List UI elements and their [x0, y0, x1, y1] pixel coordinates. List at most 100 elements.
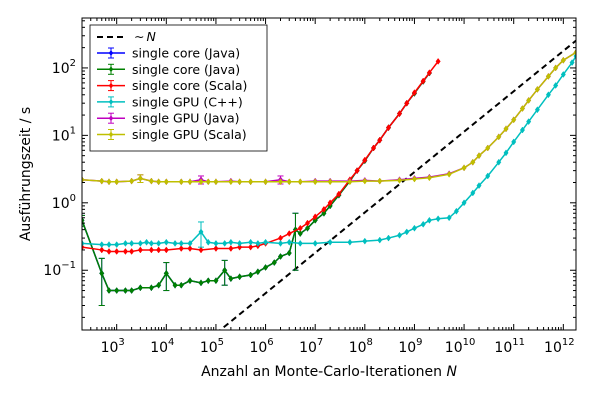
- data-point: [82, 239, 85, 247]
- legend-swatch-marker: [108, 98, 114, 105]
- data-point: [411, 224, 417, 232]
- x-tick-label-exp: 7: [317, 337, 323, 348]
- data-point: [312, 213, 318, 221]
- data-point: [461, 164, 467, 172]
- data-point: [426, 216, 432, 224]
- data-point: [312, 216, 318, 224]
- y-tick-label: 102: [52, 58, 76, 77]
- data-point: [213, 178, 219, 186]
- y-tick-label: 10−1: [43, 260, 76, 279]
- data-point: [385, 234, 392, 242]
- data-point: [106, 241, 112, 249]
- x-tick-label: 106: [249, 337, 273, 356]
- data-point: [526, 118, 532, 126]
- x-tick-label-base: 10: [445, 340, 463, 356]
- data-point: [114, 248, 120, 255]
- data-point: [476, 182, 482, 190]
- data-point: [470, 189, 476, 197]
- data-point: [178, 245, 184, 252]
- data-point: [228, 245, 234, 252]
- x-tick-label-exp: 10: [463, 337, 476, 348]
- data-point: [237, 273, 243, 281]
- data-point: [106, 178, 112, 186]
- y-tick-label-exp: 0: [70, 193, 76, 204]
- data-point: [237, 239, 243, 247]
- y-tick-label-exp: 1: [70, 125, 76, 136]
- legend-label: single core (Java): [132, 62, 240, 77]
- data-point: [404, 228, 410, 236]
- data-point: [255, 268, 261, 276]
- data-point: [198, 178, 204, 186]
- data-point: [511, 116, 517, 124]
- data-layer: [82, 39, 576, 330]
- data-point: [263, 238, 269, 246]
- data-point: [148, 284, 154, 292]
- data-point: [277, 239, 284, 247]
- data-point: [511, 138, 517, 146]
- data-point: [321, 209, 327, 217]
- data-point: [187, 239, 193, 247]
- legend-label: single GPU (C++): [132, 94, 243, 109]
- data-point: [545, 72, 551, 80]
- data-point: [248, 178, 254, 186]
- y-tick-label: 101: [52, 125, 76, 144]
- data-point: [213, 239, 219, 247]
- data-point: [297, 230, 303, 237]
- data-point: [347, 238, 353, 246]
- data-point: [496, 158, 502, 166]
- data-point: [129, 239, 135, 247]
- x-tick-label-exp: 4: [168, 337, 174, 348]
- data-point: [148, 239, 154, 247]
- data-point: [163, 269, 169, 277]
- data-point: [526, 96, 532, 104]
- data-point: [148, 246, 154, 254]
- data-point: [312, 178, 318, 186]
- legend-swatch-marker: [108, 115, 114, 122]
- x-tick-label-exp: 5: [218, 337, 224, 348]
- y-tick-label-exp: −1: [61, 260, 76, 271]
- data-point: [222, 239, 228, 247]
- data-point: [377, 177, 383, 185]
- data-point: [137, 246, 143, 254]
- data-point: [172, 239, 178, 247]
- data-point: [553, 64, 559, 72]
- data-point: [354, 167, 360, 175]
- x-tick-label-exp: 9: [416, 337, 422, 348]
- x-tick-label-exp: 8: [367, 337, 373, 348]
- data-point: [248, 271, 254, 279]
- x-tick-label-base: 10: [494, 340, 512, 356]
- data-point: [114, 287, 120, 294]
- data-point: [263, 178, 269, 186]
- data-point: [99, 241, 105, 249]
- y-tick-label-base: 10: [43, 263, 61, 279]
- legend-entry-5: single GPU (Java): [97, 111, 239, 126]
- data-point: [411, 175, 417, 183]
- data-point: [248, 243, 254, 251]
- data-point: [569, 59, 575, 67]
- series-3: [82, 57, 441, 255]
- data-point: [404, 99, 410, 107]
- data-point: [297, 224, 303, 232]
- y-tick-label-base: 10: [52, 128, 70, 144]
- x-tick-label: 109: [398, 337, 422, 356]
- x-tick-label-base: 10: [150, 340, 168, 356]
- x-tick-label-base: 10: [398, 340, 416, 356]
- data-point: [327, 178, 333, 186]
- data-point: [496, 133, 502, 141]
- x-tick-label-exp: 6: [267, 337, 273, 348]
- data-point: [163, 238, 169, 246]
- data-point: [519, 126, 525, 134]
- data-point: [156, 178, 162, 186]
- legend-label-reference: ∼ N: [134, 29, 156, 44]
- x-tick-label-base: 10: [349, 340, 367, 356]
- data-point: [327, 238, 333, 246]
- data-point: [237, 243, 243, 251]
- data-point: [187, 178, 193, 186]
- data-point: [277, 253, 284, 260]
- data-point: [297, 239, 303, 247]
- data-point: [106, 287, 112, 294]
- y-tick-label-base: 10: [52, 196, 70, 212]
- data-point: [286, 178, 292, 186]
- legend-label: single GPU (Java): [132, 111, 239, 126]
- x-tick-label: 1010: [445, 337, 476, 356]
